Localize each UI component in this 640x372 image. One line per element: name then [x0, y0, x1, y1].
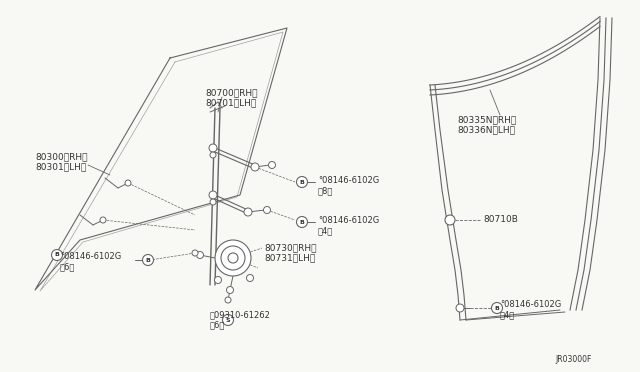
Text: °08146-6102G
〈4〉: °08146-6102G 〈4〉 [500, 300, 561, 320]
Circle shape [456, 304, 464, 312]
Circle shape [210, 199, 216, 205]
Circle shape [296, 176, 307, 187]
Text: °08146-6102G
〈4〉: °08146-6102G 〈4〉 [318, 216, 380, 235]
Text: 80335N〈RH〉
80336N〈LH〉: 80335N〈RH〉 80336N〈LH〉 [457, 115, 516, 134]
Circle shape [227, 286, 234, 294]
Text: B: B [145, 257, 150, 263]
Text: 80700〈RH〉
80701〈LH〉: 80700〈RH〉 80701〈LH〉 [205, 88, 257, 108]
Circle shape [51, 250, 63, 260]
Text: JR03000F: JR03000F [555, 355, 591, 364]
Circle shape [214, 276, 221, 283]
Circle shape [209, 191, 217, 199]
Circle shape [225, 297, 231, 303]
Text: 80300〈RH〉
80301〈LH〉: 80300〈RH〉 80301〈LH〉 [35, 152, 88, 171]
Text: Ⓜ09310-61262
〈6〉: Ⓜ09310-61262 〈6〉 [210, 310, 271, 329]
Circle shape [492, 302, 502, 314]
Circle shape [209, 144, 217, 152]
Circle shape [446, 216, 454, 224]
Circle shape [125, 180, 131, 186]
Text: 80710B: 80710B [483, 215, 518, 224]
Text: B: B [54, 253, 60, 257]
Circle shape [210, 152, 216, 158]
Circle shape [445, 215, 455, 225]
Text: 80730〈RH〉
80731〈LH〉: 80730〈RH〉 80731〈LH〉 [264, 243, 317, 262]
Text: S: S [226, 317, 230, 323]
Text: B: B [495, 305, 499, 311]
Circle shape [296, 217, 307, 228]
Circle shape [228, 253, 238, 263]
Circle shape [143, 254, 154, 266]
Text: B: B [300, 180, 305, 185]
Circle shape [192, 250, 198, 256]
Circle shape [100, 217, 106, 223]
Text: B: B [300, 219, 305, 224]
Circle shape [244, 208, 252, 216]
Circle shape [196, 251, 204, 259]
Text: °08146-6102G
〈6〉: °08146-6102G 〈6〉 [60, 252, 121, 272]
Circle shape [246, 275, 253, 282]
Text: °08146-6102G
〈8〉: °08146-6102G 〈8〉 [318, 176, 380, 195]
Circle shape [269, 161, 275, 169]
Circle shape [251, 163, 259, 171]
Circle shape [221, 246, 245, 270]
Circle shape [264, 206, 271, 214]
Circle shape [223, 314, 234, 326]
Circle shape [215, 240, 251, 276]
